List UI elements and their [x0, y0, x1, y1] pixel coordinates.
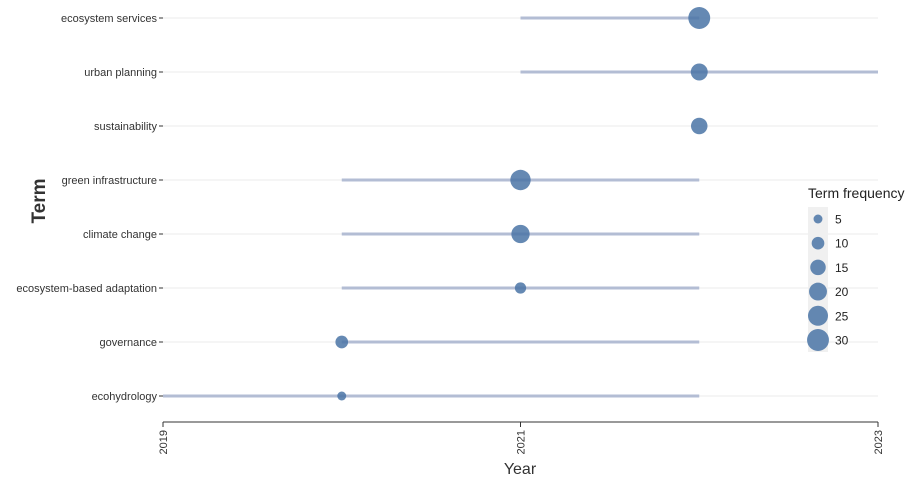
term-label-urban-planning: urban planning — [84, 67, 157, 79]
term-label-sustainability: sustainability — [94, 121, 157, 133]
point-ecohydrology — [337, 391, 347, 401]
point-urban-planning — [690, 63, 708, 81]
legend-key-25 — [808, 305, 828, 326]
legend-key-5 — [813, 214, 823, 224]
y-axis-title: Term — [29, 178, 50, 223]
term-label-ecohydrology: ecohydrology — [92, 391, 158, 403]
term-label-climate-change: climate change — [83, 229, 157, 241]
point-ecosystem-services — [688, 7, 711, 29]
legend-key-30 — [807, 329, 829, 351]
term-label-ecosystem-based-adaptation: ecosystem-based adaptation — [16, 283, 157, 295]
x-tick-label-2021: 2021 — [516, 430, 528, 454]
x-axis-title: Year — [504, 461, 537, 478]
point-ecosystem-based-adaptation — [514, 282, 527, 294]
x-axis: 2019 2021 2023 — [158, 421, 885, 454]
term-label-green-infrastructure: green infrastructure — [62, 175, 157, 187]
term-label-governance: governance — [100, 337, 158, 349]
legend-title: Term frequency — [808, 185, 904, 201]
point-sustainability — [691, 117, 708, 135]
gridlines — [163, 17, 878, 397]
term-label-ecosystem-services: ecosystem services — [61, 13, 157, 25]
legend-key-15 — [810, 259, 826, 276]
term-frequency-points — [335, 7, 711, 401]
legend-label-10: 10 — [835, 237, 849, 251]
legend-label-30: 30 — [835, 334, 849, 348]
legend-label-25: 25 — [835, 309, 849, 323]
legend-label-5: 5 — [835, 213, 842, 227]
x-tick-label-2019: 2019 — [158, 430, 170, 454]
legend-key-20 — [809, 282, 827, 301]
legend: Term frequency 5 10 15 20 25 30 — [807, 185, 904, 352]
point-green-infrastructure — [510, 169, 531, 191]
x-tick-label-2023: 2023 — [873, 430, 885, 454]
term-range-lines — [163, 16, 878, 398]
y-axis: ecosystem services urban planning sustaina… — [16, 13, 163, 403]
legend-label-15: 15 — [835, 261, 849, 275]
legend-key-10 — [811, 236, 825, 250]
point-governance — [335, 335, 349, 349]
point-climate-change — [511, 224, 530, 244]
legend-label-20: 20 — [835, 285, 849, 299]
